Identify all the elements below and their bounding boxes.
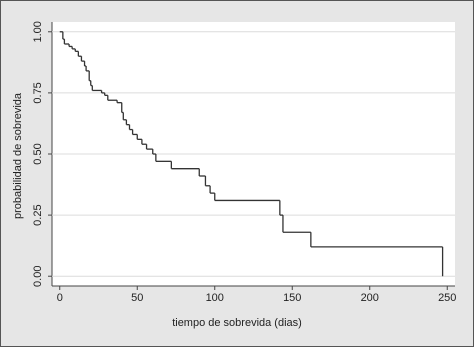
y-tick-label: 1.00: [32, 21, 44, 42]
x-tick-label: 0: [57, 292, 63, 304]
y-tick-label: 0.75: [32, 82, 44, 103]
y-axis-label: probabilidad de sobrevida: [12, 92, 24, 219]
y-tick-label: 0.50: [32, 143, 44, 164]
y-tick-label: 0.00: [32, 266, 44, 287]
x-tick-label: 250: [438, 292, 456, 304]
x-tick-label: 200: [361, 292, 379, 304]
x-tick-label: 100: [206, 292, 224, 304]
x-tick-label: 50: [131, 292, 143, 304]
x-axis-label: tiempo de sobrevida (dias): [172, 317, 302, 329]
y-tick-label: 0.25: [32, 204, 44, 225]
x-tick-label: 150: [283, 292, 301, 304]
